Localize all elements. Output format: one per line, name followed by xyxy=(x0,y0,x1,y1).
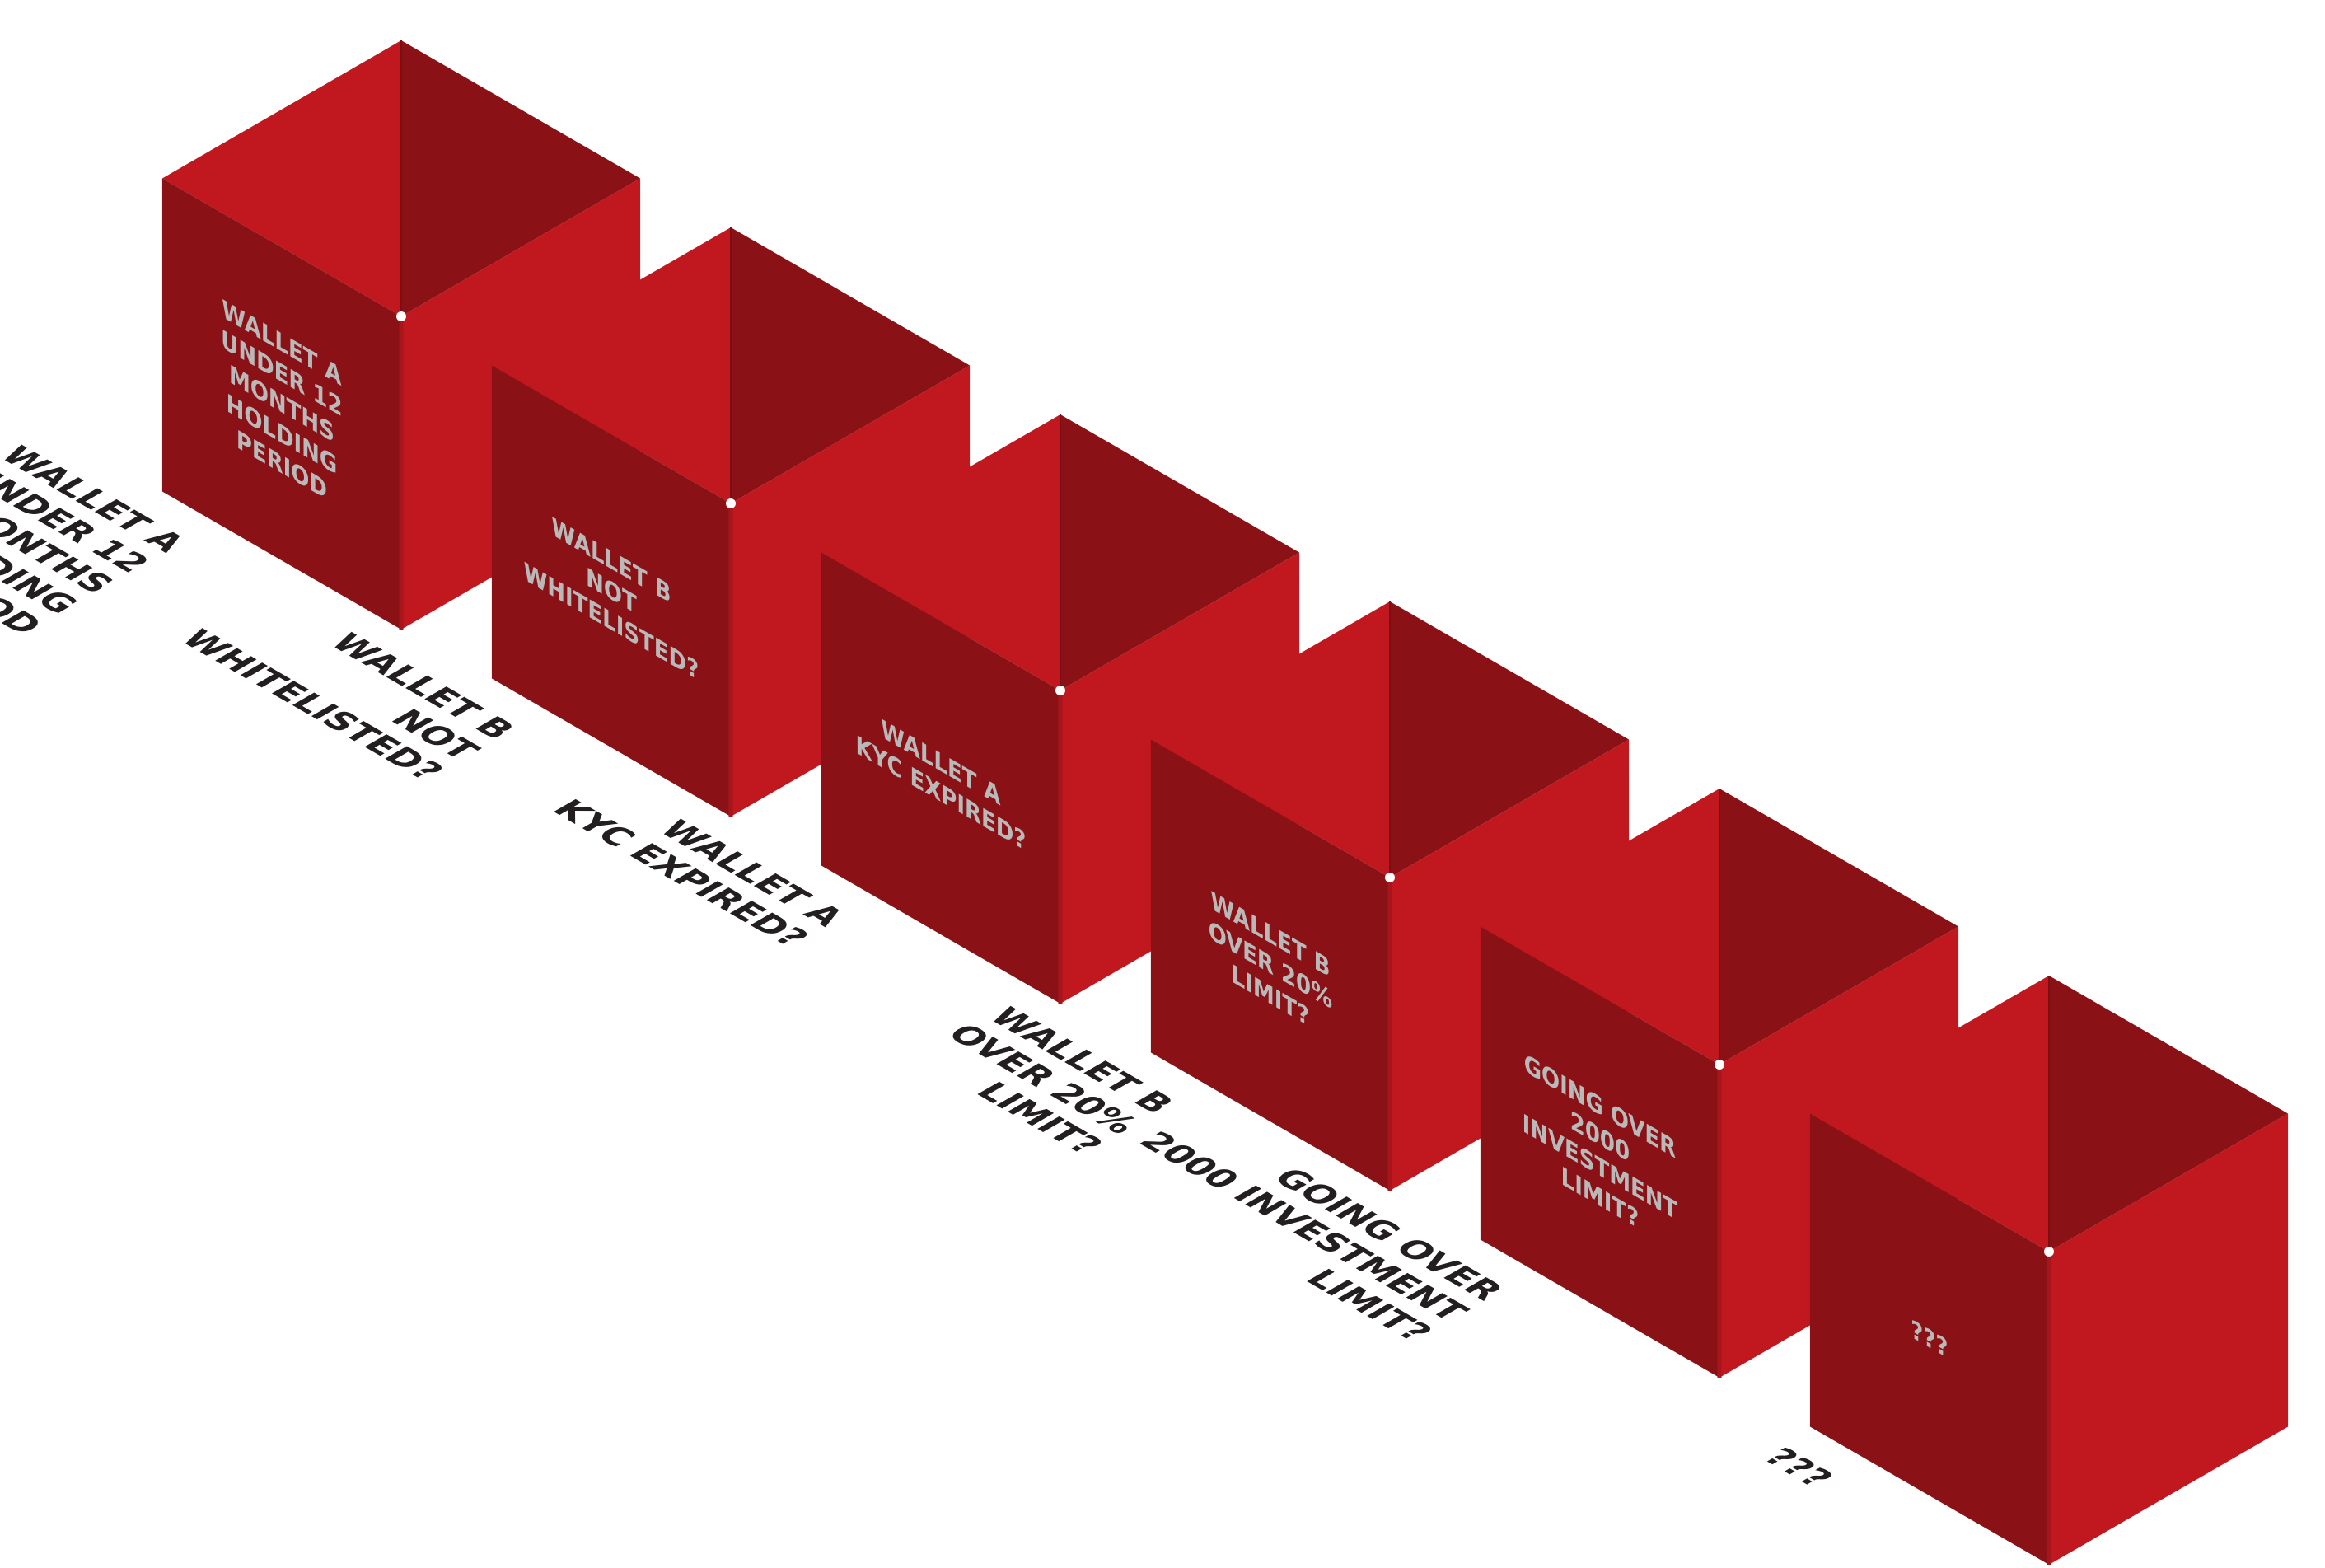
box-inner-left-wall xyxy=(1809,976,2049,1252)
box-caption-line: ??? xyxy=(1755,1442,1842,1492)
box-inner-left-wall xyxy=(1480,789,1719,1065)
box-inner-left-wall xyxy=(491,227,731,503)
box-caption: WALLET AUNDER 12MONTHSHOLDINGPERIOD xyxy=(0,439,194,640)
box-corner-dot xyxy=(2044,1247,2054,1257)
box-inner-left-wall xyxy=(1150,601,1390,878)
captions-layer: WALLET AUNDER 12MONTHSHOLDINGPERIODWALLE… xyxy=(0,439,1842,1493)
box-caption: WALLET BOVER 20%LIMIT? xyxy=(903,998,1183,1159)
box-inner-left-wall xyxy=(821,414,1060,690)
box-inner-right-wall xyxy=(2049,976,2289,1252)
box-inner-right-wall xyxy=(1060,414,1300,690)
box-corner-dot xyxy=(396,311,406,321)
box-caption-line: WHITELISTED? xyxy=(172,624,452,785)
box-inner-right-wall xyxy=(1719,789,1959,1065)
box-corner-dot xyxy=(1715,1060,1724,1070)
box-front-face xyxy=(821,552,1060,1004)
box-inner-right-wall xyxy=(1390,601,1630,878)
box-side-face xyxy=(2049,1113,2289,1565)
box-corner-dot xyxy=(726,498,736,508)
box-front-face xyxy=(1480,926,1719,1378)
box-front-face xyxy=(161,178,401,630)
box-caption: ??? xyxy=(1755,1442,1842,1492)
box-inner-left-wall xyxy=(161,40,401,316)
box-front-face xyxy=(491,365,731,817)
box-inner-right-wall xyxy=(731,227,971,503)
box-6: ??? xyxy=(1809,976,2289,1565)
boxes-layer: WALLET AUNDER 12MONTHSHOLDINGPERIODWALLE… xyxy=(161,40,2289,1565)
box-caption: WALLET AKYC EXPIRED? xyxy=(544,774,854,953)
box-corner-dot xyxy=(1385,873,1395,882)
box-caption: WALLET BNOTWHITELISTED? xyxy=(172,583,524,785)
box-corner-dot xyxy=(1055,686,1065,695)
box-inner-right-wall xyxy=(401,40,641,316)
box-front-face xyxy=(1150,739,1390,1191)
box-front-face xyxy=(1809,1113,2049,1565)
